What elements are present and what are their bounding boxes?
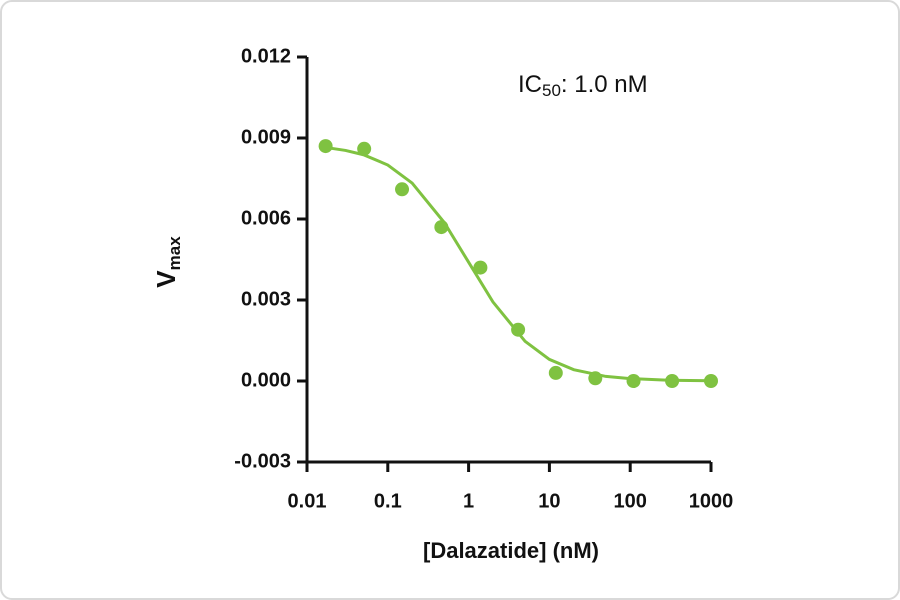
x-tick-label: 1 <box>463 490 474 512</box>
annotation-suffix: : 1.0 nM <box>561 71 648 98</box>
data-point <box>434 220 449 235</box>
x-tick-label: 1000 <box>689 490 734 512</box>
data-point <box>548 365 563 380</box>
x-tick-label: 10 <box>538 490 560 512</box>
y-tick-label: 0.006 <box>241 207 291 229</box>
annotation-subscript: 50 <box>542 81 561 100</box>
data-point <box>588 371 603 386</box>
y-tick-label: 0.009 <box>241 126 291 148</box>
data-point <box>626 374 641 388</box>
data-point <box>395 182 410 197</box>
data-point <box>357 141 372 156</box>
x-tick-label: 0.01 <box>288 490 327 512</box>
fit-curve <box>325 145 712 383</box>
x-tick-label: 0.1 <box>374 490 402 512</box>
y-axis-label-main: V <box>151 270 181 288</box>
x-tick-label: 100 <box>614 490 647 512</box>
x-axis-label: [Dalazatide] (nM) <box>423 538 599 563</box>
data-point <box>665 374 680 388</box>
y-tick-label: 0.000 <box>241 369 291 391</box>
y-tick-label: 0.012 <box>241 45 291 67</box>
y-axis-label-subscript: max <box>165 236 184 271</box>
annotation-prefix: IC <box>518 71 542 98</box>
y-axis-label: Vmax <box>151 236 185 288</box>
annotation: IC50: 1.0 nM <box>518 71 648 100</box>
data-point <box>318 139 333 154</box>
y-tick-label: -0.003 <box>234 450 291 472</box>
y-tick-label: 0.003 <box>241 288 291 310</box>
data-point <box>511 322 526 337</box>
data-point <box>473 260 488 275</box>
data-point <box>704 374 718 388</box>
